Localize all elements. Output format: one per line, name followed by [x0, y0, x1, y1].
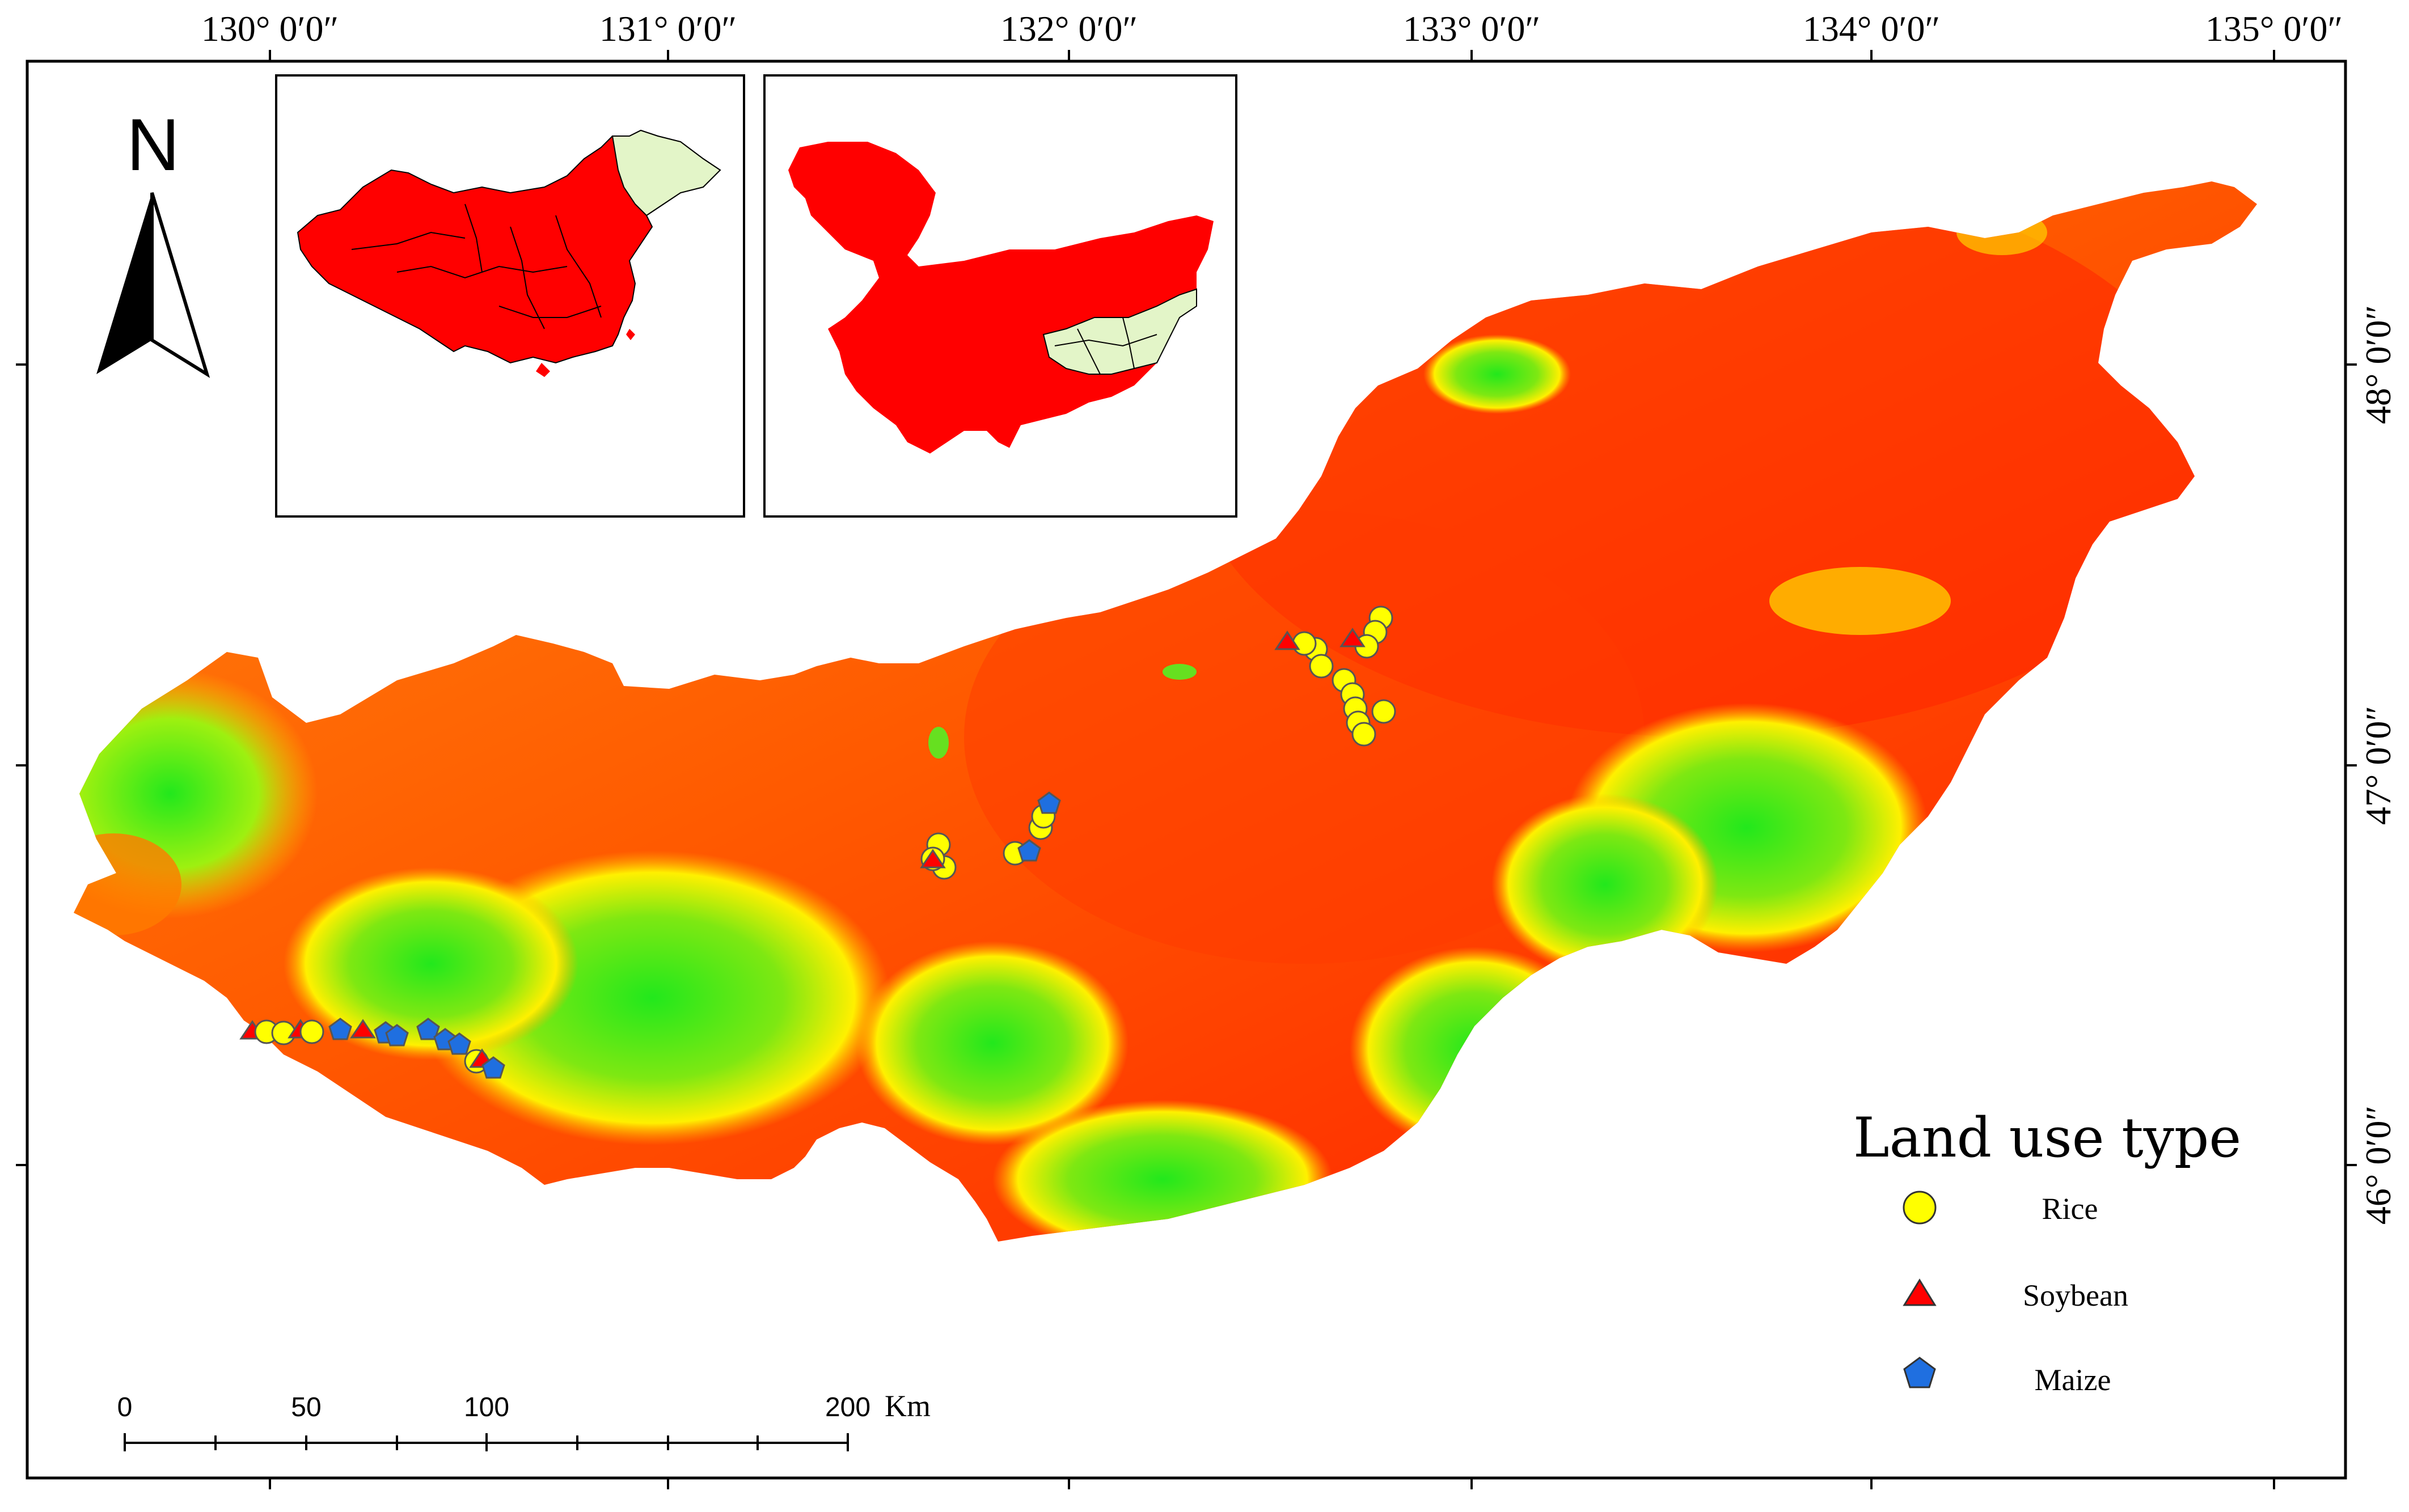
longitude-label-134: 134° 0′0″	[1803, 9, 1940, 49]
scale-tick-0: 0	[117, 1392, 133, 1422]
maize-point	[1017, 839, 1041, 862]
study-region-map	[74, 181, 2257, 1242]
scale-tick-100: 100	[464, 1392, 509, 1422]
legend-label-rice: Rice	[2042, 1192, 2098, 1226]
rice-legend-icon	[1903, 1191, 1937, 1225]
china-inset-map	[275, 74, 745, 518]
frame-ticks	[16, 50, 2357, 1489]
latitude-label-46: 46° 0′0″	[2358, 1106, 2398, 1225]
longitude-label-132: 132° 0′0″	[1000, 9, 1138, 49]
maize-point	[1037, 791, 1061, 814]
latitude-label-47: 47° 0′0″	[2358, 706, 2398, 825]
legend-label-maize: Maize	[2035, 1363, 2111, 1397]
longitude-label-131: 131° 0′0″	[599, 9, 737, 49]
soybean-legend-icon	[1903, 1278, 1937, 1306]
scale-bar: 0 50 100 200 Km	[117, 1389, 931, 1451]
scale-unit: Km	[885, 1389, 931, 1423]
north-label: N	[126, 103, 180, 186]
north-arrow: N	[96, 103, 210, 378]
north-arrow-icon	[96, 192, 210, 378]
rice-points-cluster-north	[1292, 605, 1396, 747]
longitude-labels: 130° 0′0″ 131° 0′0″ 132° 0′0″ 133° 0′0″ …	[201, 9, 2343, 49]
scale-tick-50: 50	[291, 1392, 321, 1422]
legend-label-soybean: Soybean	[2023, 1278, 2128, 1312]
heilongjiang-inset-map	[763, 74, 1237, 518]
maize-legend-icon	[1903, 1357, 1936, 1388]
latitude-label-48: 48° 0′0″	[2358, 305, 2398, 424]
sample-points	[239, 605, 1396, 1079]
legend-title: Land use type	[1853, 1106, 2241, 1170]
legend: Land use type Rice Soybean Maize	[1853, 1106, 2241, 1397]
longitude-label-133: 133° 0′0″	[1403, 9, 1540, 49]
longitude-label-130: 130° 0′0″	[201, 9, 339, 49]
longitude-label-135: 135° 0′0″	[2205, 9, 2343, 49]
transect-points	[239, 1018, 505, 1079]
latitude-labels: 48° 0′0″ 47° 0′0″ 46° 0′0″	[2358, 305, 2398, 1225]
scale-tick-200: 200	[825, 1392, 870, 1422]
